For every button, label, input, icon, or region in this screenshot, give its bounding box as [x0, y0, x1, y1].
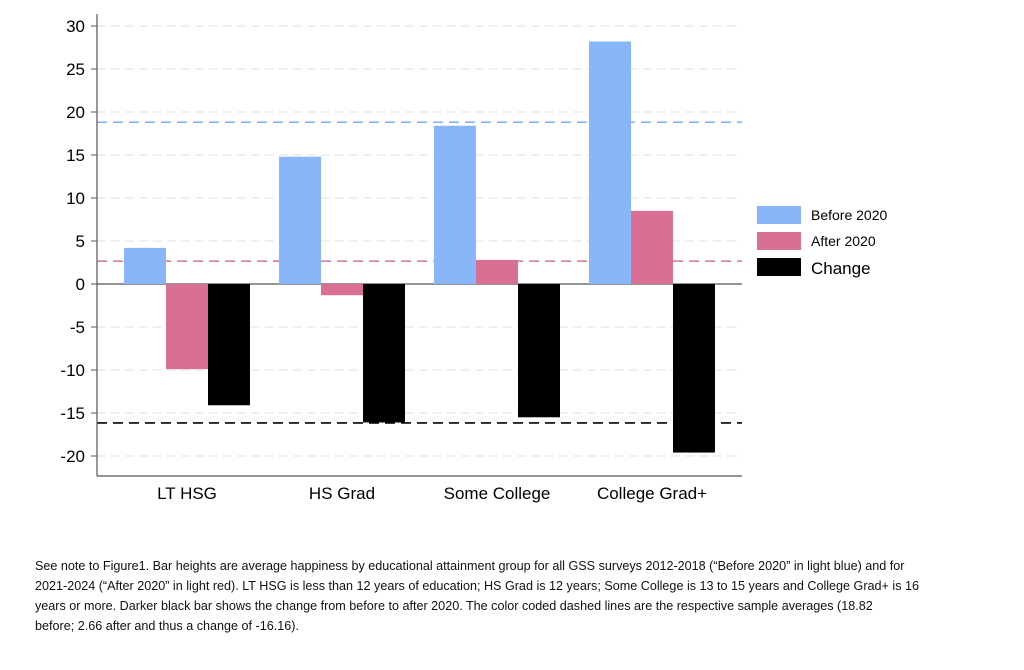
caption-line: See note to Figure1. Bar heights are ave…	[35, 559, 905, 573]
y-tick-label: 25	[66, 60, 85, 79]
legend-swatch	[757, 258, 801, 276]
grid-lines	[97, 25, 742, 457]
caption-line: before; 2.66 after and thus a change of …	[35, 619, 299, 633]
y-tick-label: 20	[66, 103, 85, 122]
caption-line: years or more. Darker black bar shows th…	[35, 599, 873, 613]
bar	[518, 284, 560, 418]
x-tick-label: College Grad+	[597, 484, 707, 503]
y-tick-label: 15	[66, 146, 85, 165]
bar-chart: 30 25 20 15 10 5 0 -5 -10 -15 -20 LT HSG HS Grad Som…	[60, 14, 887, 503]
figure-caption: See note to Figure1. Bar heights are ave…	[35, 556, 995, 636]
bar	[321, 284, 363, 296]
caption-line: 2021-2024 (“After 2020” in light red). L…	[35, 579, 920, 593]
y-tick-label: -20	[60, 447, 85, 466]
y-tick-label: 10	[66, 189, 85, 208]
bar	[166, 284, 208, 370]
y-tick-label: -10	[60, 361, 85, 380]
bars	[124, 41, 715, 453]
bar	[124, 247, 166, 284]
y-ticks: 30 25 20 15 10 5 0 -5 -10 -15 -20	[60, 17, 97, 466]
legend: Before 2020 After 2020 Change	[757, 206, 887, 278]
legend-swatch	[757, 206, 801, 224]
bar	[476, 259, 518, 284]
bar	[208, 284, 250, 406]
x-tick-label: LT HSG	[157, 484, 217, 503]
y-tick-label: 5	[76, 232, 85, 251]
bar	[631, 210, 673, 284]
bar	[589, 41, 631, 285]
y-tick-label: -5	[70, 318, 85, 337]
x-tick-label: HS Grad	[309, 484, 375, 503]
x-tick-labels: LT HSG HS Grad Some College College Grad+	[157, 484, 707, 503]
bar	[279, 156, 321, 284]
y-tick-label: -15	[60, 404, 85, 423]
y-tick-label: 0	[76, 275, 85, 294]
legend-swatch	[757, 232, 801, 250]
legend-label: Before 2020	[811, 207, 887, 223]
bar	[363, 284, 405, 423]
legend-label: Change	[811, 259, 871, 278]
x-tick-label: Some College	[444, 484, 551, 503]
legend-label: After 2020	[811, 233, 876, 249]
y-tick-label: 30	[66, 17, 85, 36]
bar	[434, 125, 476, 284]
bar	[673, 284, 715, 453]
axes	[96, 14, 742, 477]
